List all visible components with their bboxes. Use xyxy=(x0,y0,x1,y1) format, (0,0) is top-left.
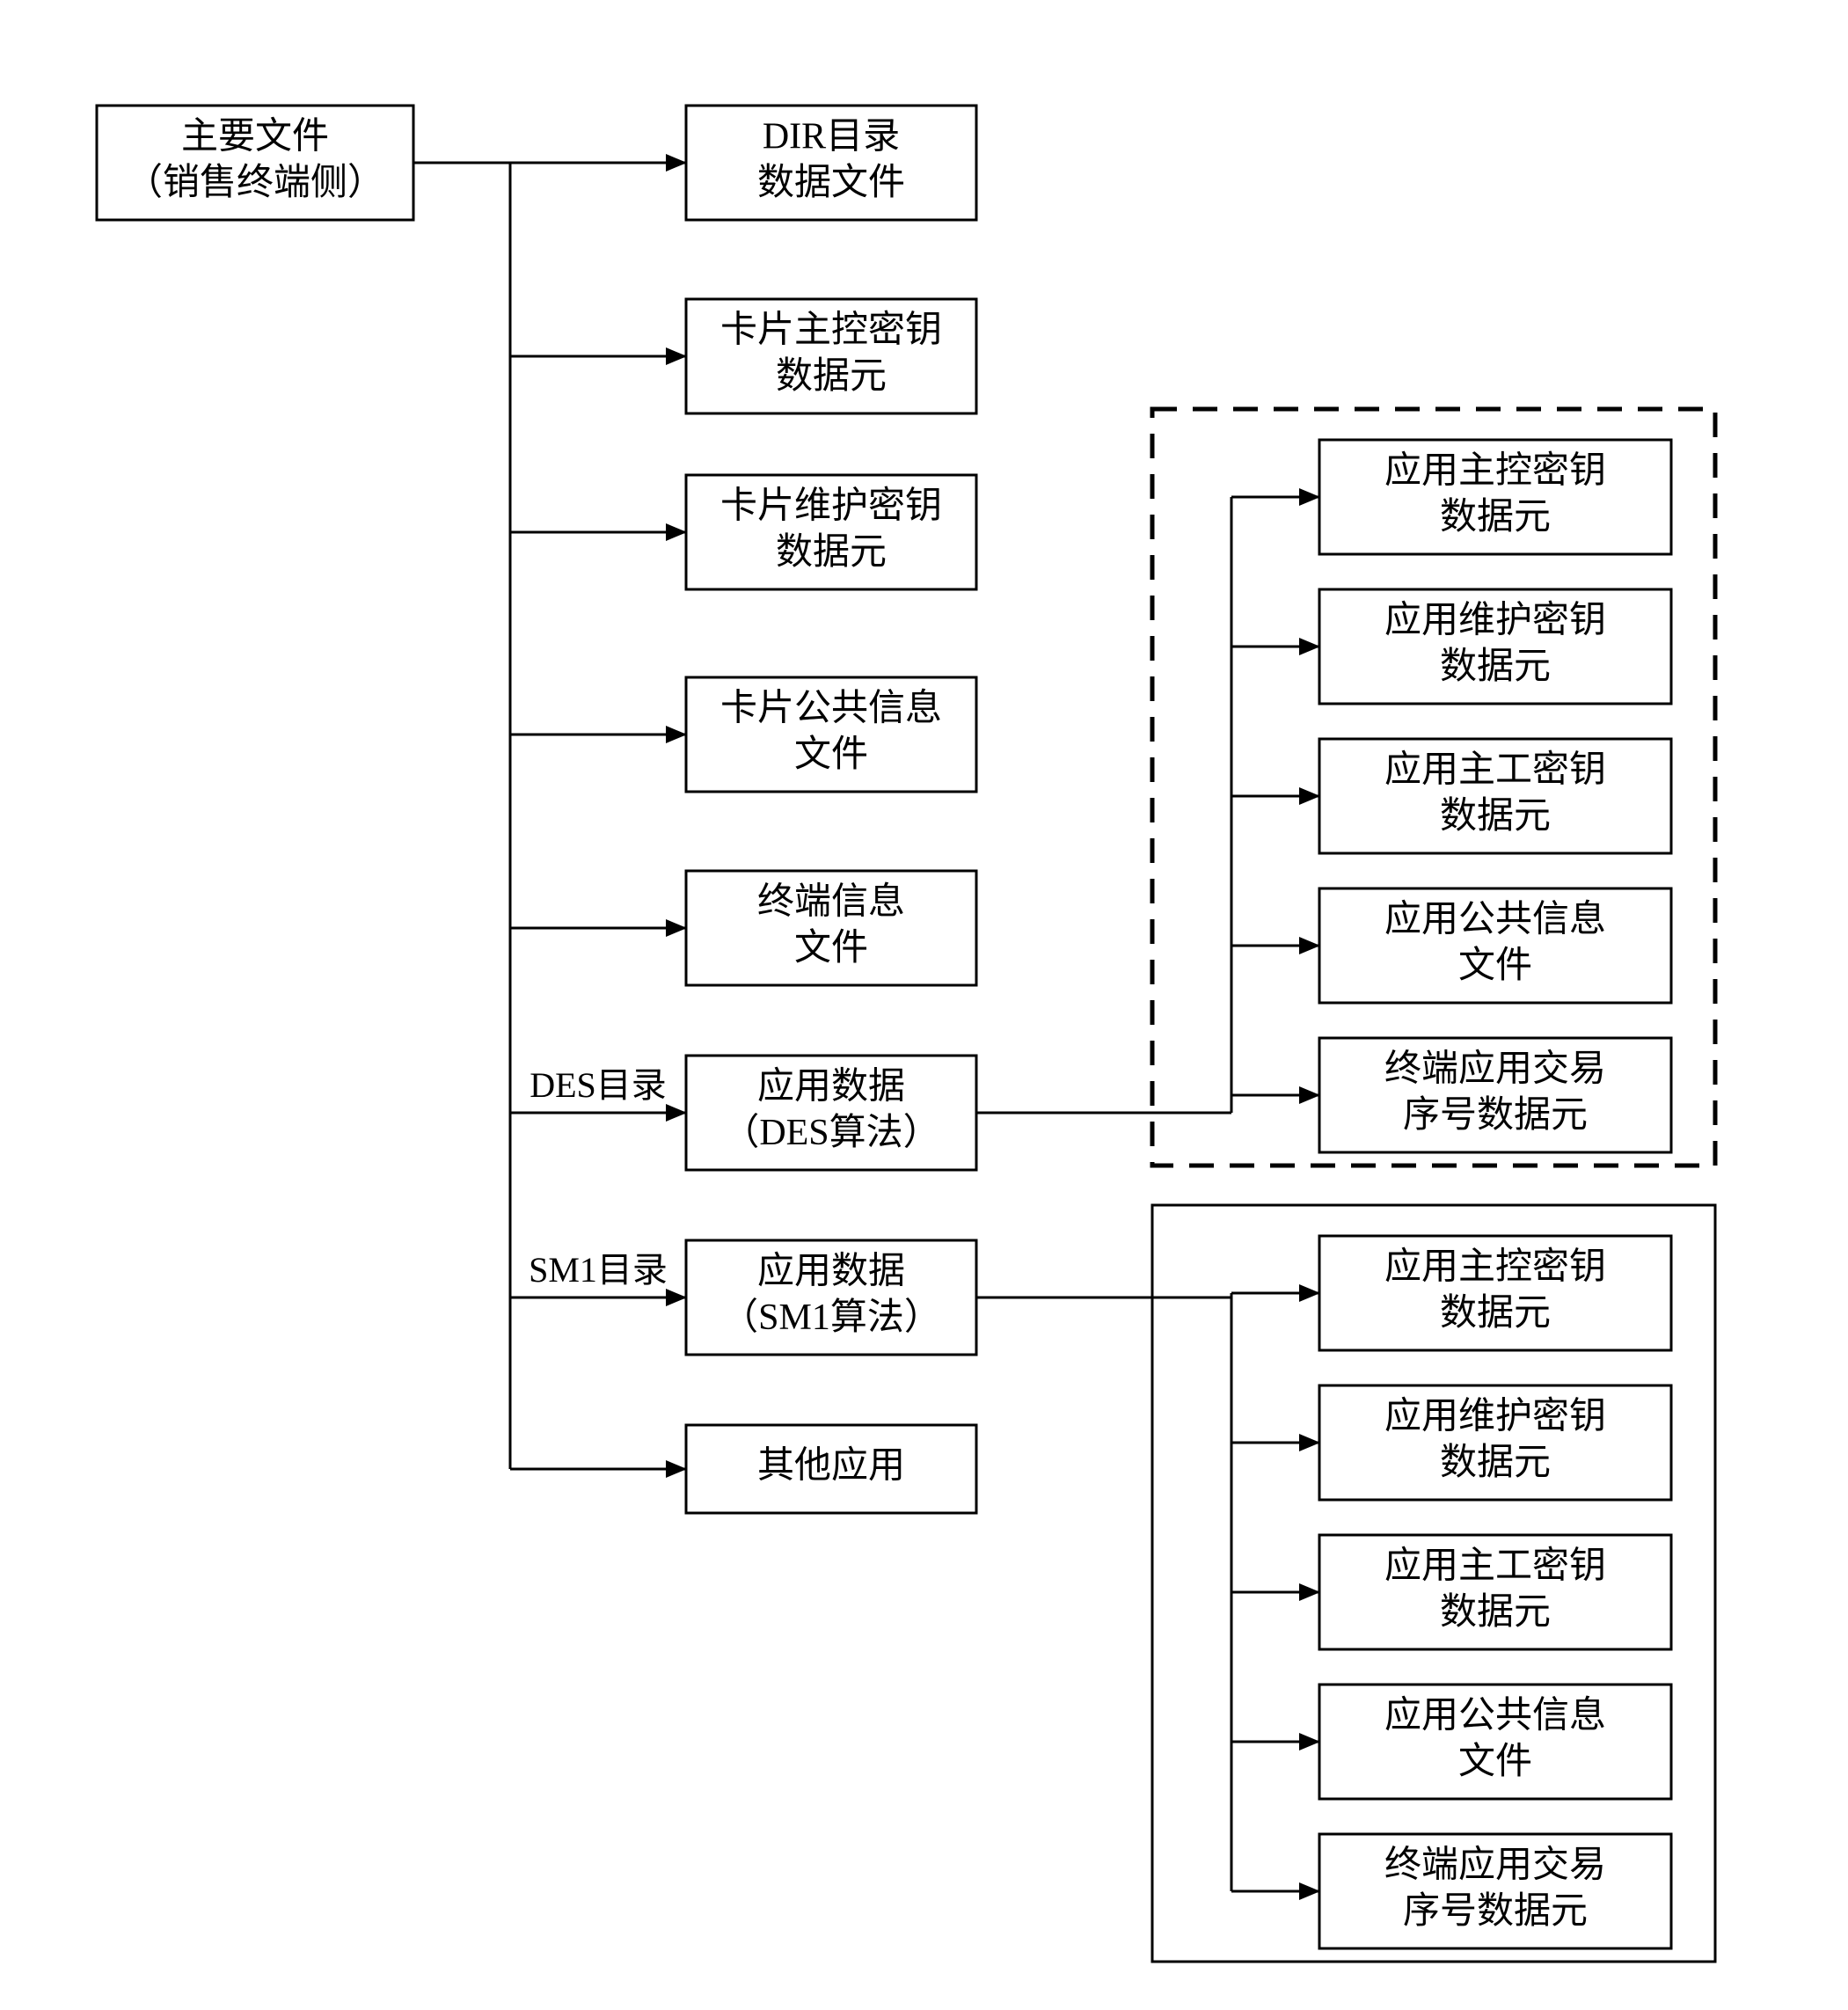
node-sm1-4-label: 应用公共信息 xyxy=(1384,1694,1606,1736)
node-des-2-label: 数据元 xyxy=(1440,647,1551,687)
node-des-3-label: 数据元 xyxy=(1440,796,1551,837)
node-card-pub-label: 文件 xyxy=(794,734,868,775)
node-sm1-1-label: 应用主控密钥 xyxy=(1384,1246,1606,1287)
node-card-maint-label: 卡片维护密钥 xyxy=(720,485,942,526)
node-sm1-1-label: 数据元 xyxy=(1440,1293,1551,1334)
node-sm1-2-label: 数据元 xyxy=(1440,1443,1551,1483)
node-des-4-label: 文件 xyxy=(1458,945,1532,986)
node-des-1-label: 应用主控密钥 xyxy=(1384,450,1606,491)
node-dir-label: 数据文件 xyxy=(757,162,905,203)
node-other-label: 其他应用 xyxy=(757,1445,905,1487)
node-sm1-5-label: 终端应用交易 xyxy=(1384,1844,1606,1885)
node-sm1-3-label: 数据元 xyxy=(1440,1592,1551,1633)
node-sm1-2-label: 应用维护密钥 xyxy=(1384,1395,1606,1436)
node-des-1-label: 数据元 xyxy=(1440,497,1551,537)
node-term-info-label: 文件 xyxy=(794,927,868,968)
node-app-sm1-label: （SM1算法） xyxy=(721,1297,941,1338)
node-app-des-label: （DES算法） xyxy=(722,1113,939,1153)
edge-label-app-des: DES目录 xyxy=(530,1065,667,1105)
node-card-pub-label: 卡片公共信息 xyxy=(720,687,942,728)
node-sm1-3-label: 应用主工密钥 xyxy=(1384,1545,1606,1586)
node-des-4-label: 应用公共信息 xyxy=(1384,898,1606,939)
node-card-mk-label: 卡片主控密钥 xyxy=(720,309,942,350)
node-term-info-label: 终端信息 xyxy=(757,881,905,922)
root-node-label: 主要文件 xyxy=(181,115,329,157)
root-node-label: （销售终端侧） xyxy=(126,163,384,203)
node-dir-label: DIR目录 xyxy=(763,116,900,157)
node-app-des-label: 应用数据 xyxy=(757,1065,905,1107)
edge-label-app-sm1: SM1目录 xyxy=(529,1250,668,1290)
node-app-sm1-label: 应用数据 xyxy=(757,1250,905,1291)
node-card-mk-label: 数据元 xyxy=(776,356,887,397)
node-sm1-4-label: 文件 xyxy=(1458,1741,1532,1782)
node-sm1-5-label: 序号数据元 xyxy=(1403,1891,1588,1932)
node-des-3-label: 应用主工密钥 xyxy=(1384,749,1606,790)
node-des-2-label: 应用维护密钥 xyxy=(1384,599,1606,640)
diagram-canvas: 主要文件（销售终端侧）DIR目录数据文件卡片主控密钥数据元卡片维护密钥数据元卡片… xyxy=(0,0,1848,2010)
node-des-5-label: 序号数据元 xyxy=(1403,1095,1588,1136)
node-des-5-label: 终端应用交易 xyxy=(1384,1048,1606,1089)
node-card-maint-label: 数据元 xyxy=(776,532,887,573)
